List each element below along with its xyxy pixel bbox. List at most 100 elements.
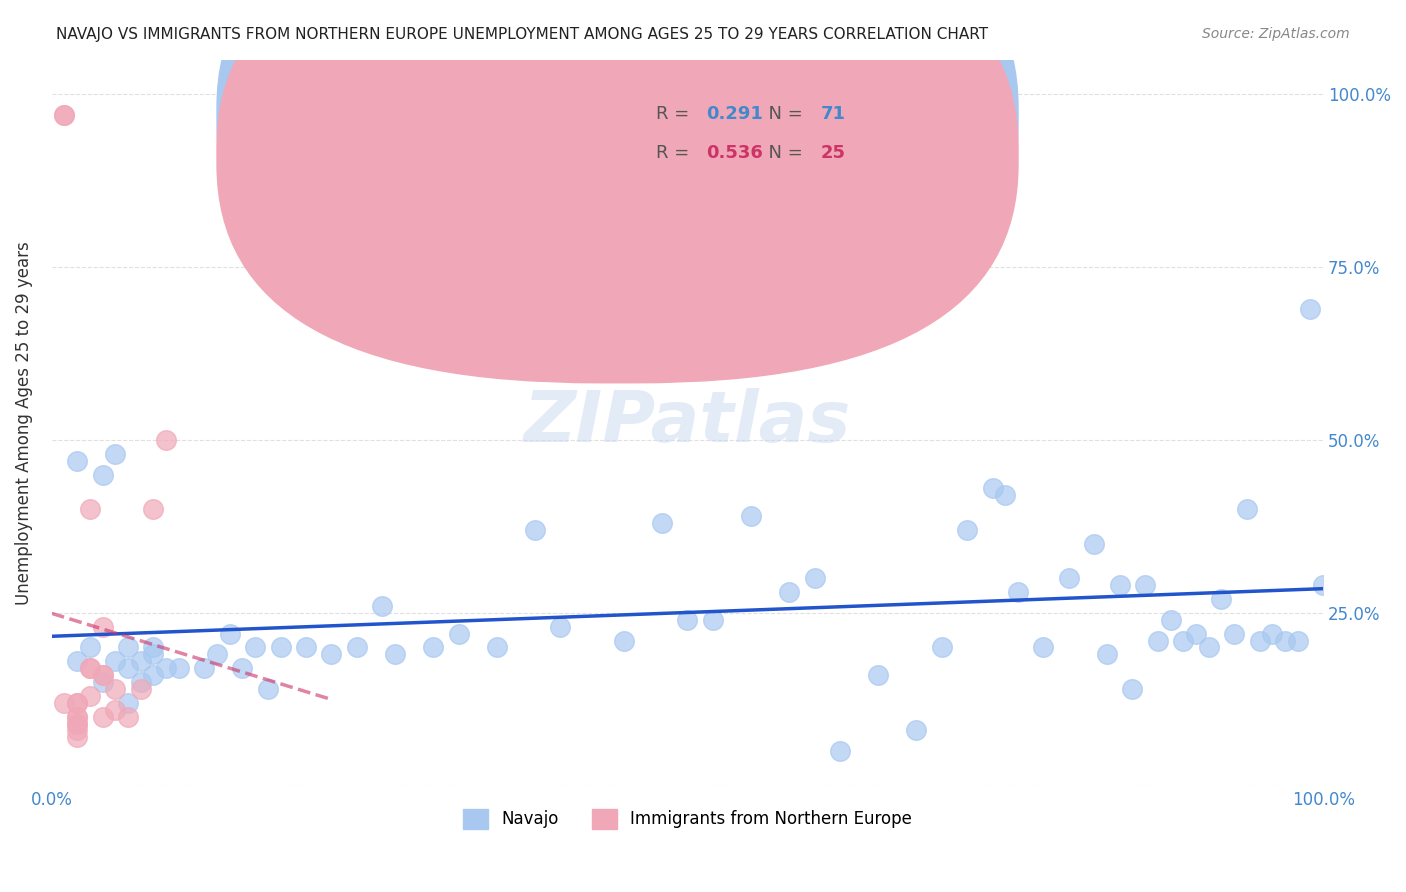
Point [550, 620, 572, 634]
Point [218, 626, 240, 640]
Point [231, 661, 253, 675]
Point [91, 467, 114, 482]
Point [868, 668, 890, 682]
Point [155, 433, 177, 447]
Point [79, 661, 101, 675]
Point [1173, 633, 1195, 648]
Point [79, 640, 101, 655]
FancyBboxPatch shape [574, 88, 917, 197]
Text: 0.536: 0.536 [707, 144, 763, 161]
Text: R =: R = [655, 144, 695, 161]
Point [66, 654, 89, 668]
Point [994, 488, 1017, 502]
Text: NAVAJO VS IMMIGRANTS FROM NORTHERN EUROPE UNEMPLOYMENT AMONG AGES 25 TO 29 YEARS: NAVAJO VS IMMIGRANTS FROM NORTHERN EUROP… [56, 27, 988, 42]
Y-axis label: Unemployment Among Ages 25 to 29 years: Unemployment Among Ages 25 to 29 years [15, 241, 32, 605]
Text: 25: 25 [821, 144, 846, 161]
Point [702, 613, 724, 627]
Point [155, 661, 177, 675]
Point [1185, 626, 1208, 640]
Point [384, 648, 406, 662]
Point [905, 723, 928, 738]
Point [1299, 301, 1322, 316]
Point [193, 661, 215, 675]
Point [422, 640, 444, 655]
Point [142, 502, 165, 516]
Point [981, 482, 1004, 496]
Point [66, 723, 89, 738]
Point [91, 620, 114, 634]
Point [485, 640, 508, 655]
Point [651, 516, 673, 530]
Point [53, 108, 76, 122]
Point [129, 675, 152, 690]
Legend: Navajo, Immigrants from Northern Europe: Navajo, Immigrants from Northern Europe [456, 802, 918, 836]
Point [1007, 585, 1029, 599]
Point [1032, 640, 1054, 655]
Text: 0.291: 0.291 [707, 105, 763, 123]
Point [117, 640, 139, 655]
Point [79, 502, 101, 516]
Point [66, 716, 89, 731]
Point [1198, 640, 1220, 655]
Point [447, 626, 470, 640]
Point [1057, 571, 1080, 585]
Point [740, 509, 762, 524]
Point [1147, 633, 1170, 648]
Point [270, 640, 292, 655]
Text: R =: R = [655, 105, 695, 123]
Point [523, 523, 546, 537]
FancyBboxPatch shape [217, 0, 1018, 383]
Point [66, 709, 89, 723]
Point [1312, 578, 1334, 592]
Point [79, 661, 101, 675]
Point [66, 716, 89, 731]
Point [91, 668, 114, 682]
Text: N =: N = [758, 144, 808, 161]
Text: Source: ZipAtlas.com: Source: ZipAtlas.com [1202, 27, 1350, 41]
Point [1121, 681, 1143, 696]
Point [91, 675, 114, 690]
Point [53, 696, 76, 710]
Text: ZIPatlas: ZIPatlas [524, 388, 851, 458]
Point [321, 648, 343, 662]
Point [142, 648, 165, 662]
Point [79, 689, 101, 703]
Point [205, 648, 228, 662]
Point [129, 654, 152, 668]
Point [828, 744, 851, 758]
Point [803, 571, 825, 585]
Point [104, 654, 127, 668]
Text: 71: 71 [821, 105, 846, 123]
Point [257, 681, 280, 696]
Point [1160, 613, 1182, 627]
Text: N =: N = [758, 105, 808, 123]
Point [371, 599, 394, 613]
Point [129, 681, 152, 696]
Point [66, 696, 89, 710]
Point [1211, 592, 1233, 607]
Point [1286, 633, 1309, 648]
Point [1095, 648, 1118, 662]
Point [104, 447, 127, 461]
Point [142, 640, 165, 655]
Point [1261, 626, 1284, 640]
Point [676, 613, 699, 627]
Point [1223, 626, 1246, 640]
Point [91, 668, 114, 682]
Point [66, 709, 89, 723]
Point [1133, 578, 1156, 592]
Point [1249, 633, 1271, 648]
Point [142, 668, 165, 682]
Point [117, 696, 139, 710]
Point [243, 640, 266, 655]
Point [295, 640, 318, 655]
Point [66, 731, 89, 745]
Point [1236, 502, 1258, 516]
Point [167, 661, 190, 675]
Point [91, 709, 114, 723]
Point [346, 640, 368, 655]
Point [117, 661, 139, 675]
Point [1083, 537, 1105, 551]
Point [1108, 578, 1130, 592]
Point [66, 454, 89, 468]
